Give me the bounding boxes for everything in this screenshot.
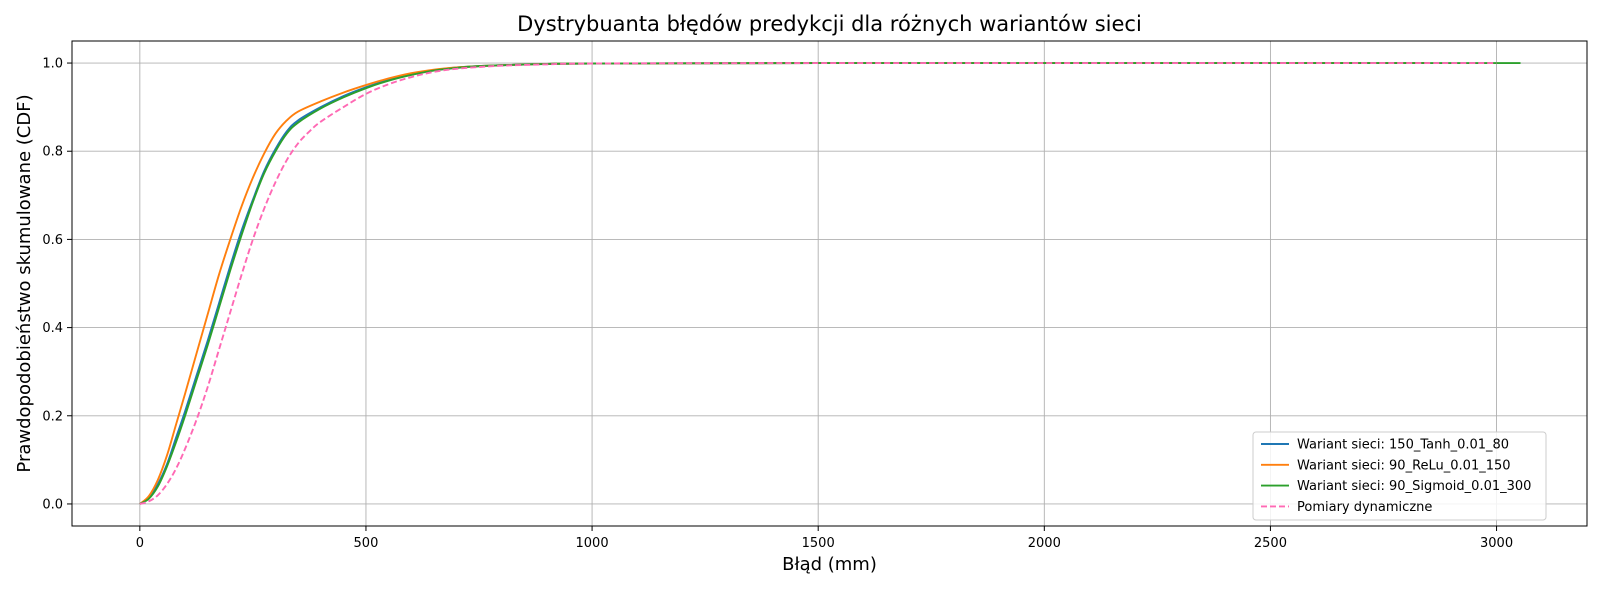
legend-label: Wariant sieci: 90_ReLu_0.01_150 (1297, 458, 1511, 473)
y-tick-label: 0.6 (42, 233, 63, 248)
legend: Wariant sieci: 150_Tanh_0.01_80 Wariant s… (1252, 431, 1547, 521)
series-line-2 (139, 62, 1429, 505)
x-tick-label: 500 (354, 536, 379, 551)
legend-label: Pomiary dynamiczne (1297, 500, 1432, 515)
legend-label: Wariant sieci: 150_Tanh_0.01_80 (1297, 438, 1509, 453)
x-axis-title: Błąd (mm) (782, 554, 877, 575)
series-layer (139, 62, 1521, 505)
axis-ticks: 0 500 1000 1500 2000 2500 3000 0.0 0.2 0.4 0.6 0.8 1… (42, 57, 1513, 551)
series-line-1 (139, 62, 1429, 505)
legend-box (1252, 431, 1547, 521)
x-tick-label: 1000 (576, 536, 609, 551)
legend-label: Wariant sieci: 90_Sigmoid_0.01_300 (1297, 479, 1531, 494)
y-tick-label: 0.2 (42, 409, 63, 424)
y-tick-label: 0.0 (42, 497, 63, 512)
x-tick-label: 0 (136, 536, 144, 551)
x-tick-label: 1500 (802, 536, 835, 551)
y-tick-label: 0.8 (42, 145, 63, 160)
y-axis-title: Prawdopodobieństwo skumulowane (CDF) (14, 94, 35, 472)
y-tick-label: 1.0 (42, 57, 63, 72)
series-line-4 (139, 62, 1497, 505)
chart-title: Dystrybuanta błędów predykcji dla różnyc… (517, 12, 1142, 36)
y-tick-label: 0.4 (42, 321, 63, 336)
plot-frame (71, 40, 1588, 527)
x-tick-label: 2500 (1254, 536, 1287, 551)
x-tick-label: 3000 (1480, 536, 1513, 551)
x-tick-label: 2000 (1028, 536, 1061, 551)
